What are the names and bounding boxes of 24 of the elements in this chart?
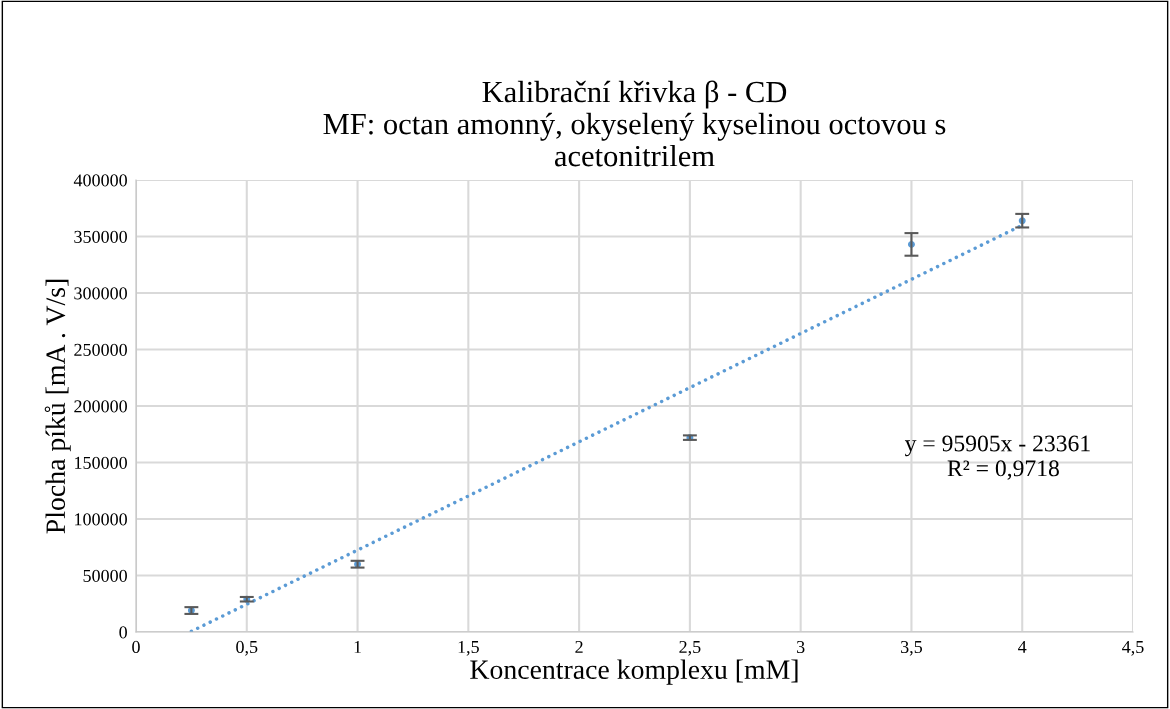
- x-tick-label: 2: [575, 640, 583, 653]
- annotation: R² = 0,9718: [947, 460, 1059, 480]
- y-tick-label: 200000: [74, 400, 127, 413]
- x-tick-label: 0: [132, 640, 140, 654]
- y-axis-title: Plocha píků [mA . V/s]: [44, 279, 71, 534]
- y-tick-label: 350000: [74, 230, 127, 243]
- x-tick-label: 0,5: [236, 640, 258, 656]
- y-tick-label: 250000: [74, 343, 127, 356]
- x-tick-label: 1: [354, 640, 361, 653]
- y-tick-label: 300000: [74, 287, 127, 300]
- x-tick-label: 4,5: [1122, 640, 1144, 656]
- y-tick-label: 0: [119, 626, 127, 639]
- x-tick-label: 4: [1018, 640, 1027, 653]
- chart-title: Kalibrační křivka β - CD MF: octan amonný, okyselený kyselinou octovou s acetonitrilem: [323, 80, 946, 167]
- x-tick-label: 2,5: [679, 640, 701, 656]
- y-tick-label: 100000: [75, 513, 127, 526]
- y-tick-label: 150000: [75, 456, 127, 469]
- x-axis-title: Koncentrace komplexu [mM]: [470, 659, 798, 685]
- x-tick-label: 1,5: [458, 640, 479, 656]
- y-tick-label: 400000: [73, 174, 127, 187]
- y-tick-label: 50000: [83, 569, 127, 582]
- x-tick-label: 3: [797, 640, 805, 654]
- x-tick-label: 3,5: [901, 640, 923, 656]
- annotation: y = 95905x - 23361: [904, 435, 1090, 457]
